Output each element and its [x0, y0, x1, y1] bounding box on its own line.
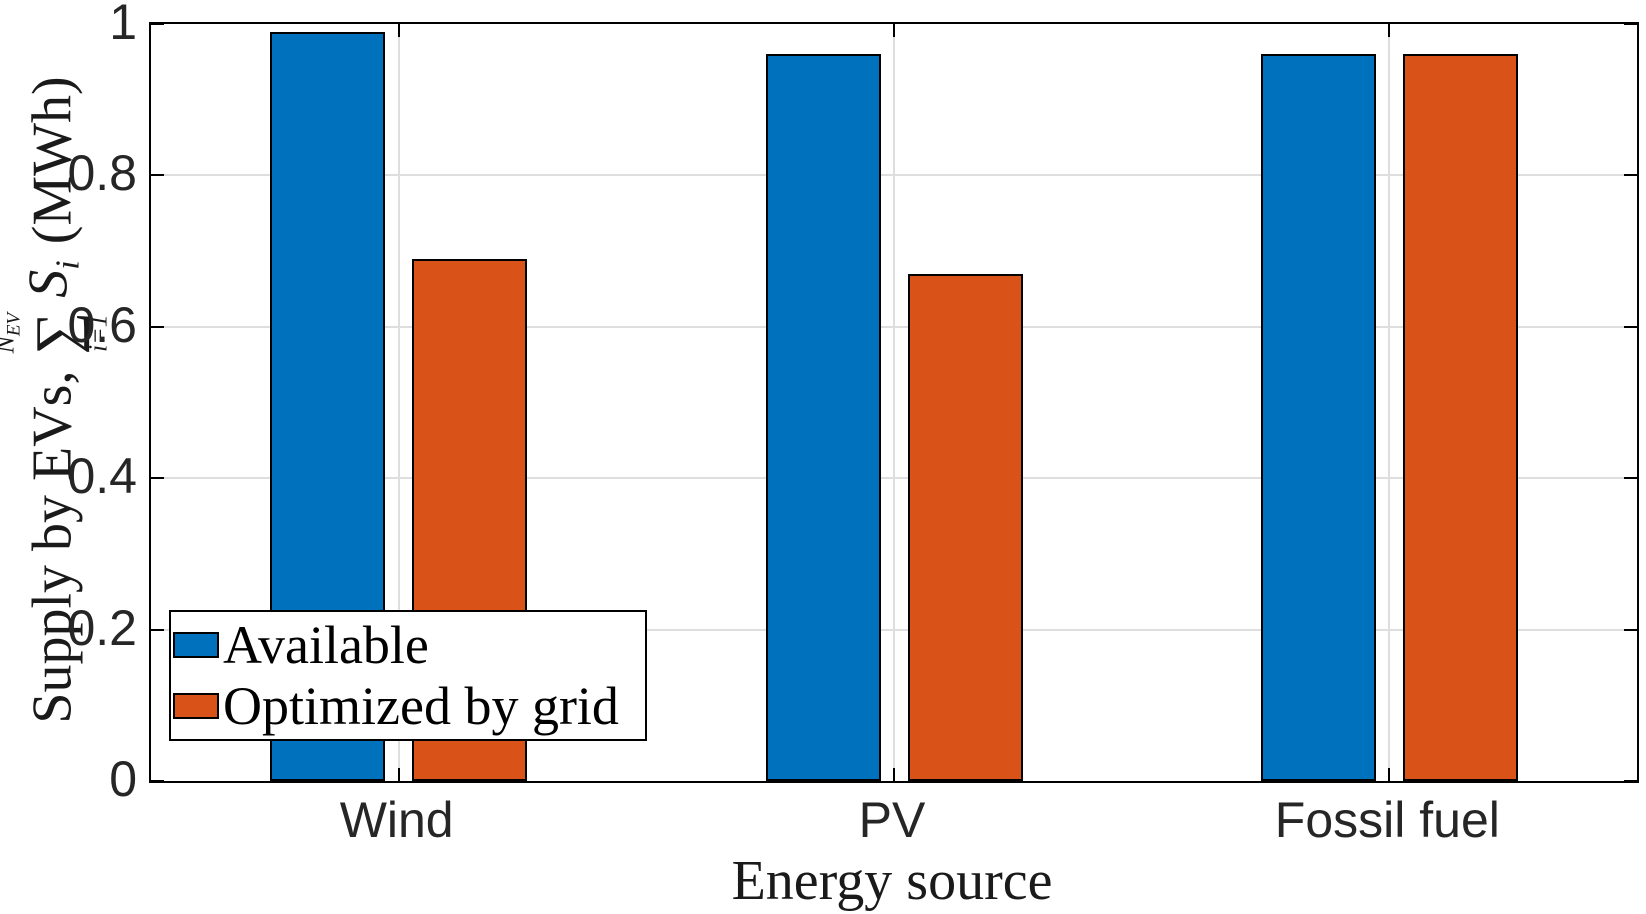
x-gridline-fossil-fuel — [1388, 24, 1391, 781]
bar-pv-available — [765, 54, 881, 781]
y-tick-mark — [1624, 628, 1637, 631]
series-symbol: Si — [17, 260, 87, 298]
x-gridline-wind — [397, 24, 400, 781]
y-tick-mark — [151, 23, 164, 25]
legend-swatch-available — [173, 631, 219, 658]
y-tick-mark — [151, 628, 164, 631]
x-tick-label-fossil-fuel: Fossil fuel — [1274, 792, 1500, 848]
legend: Available Optimized by grid — [169, 610, 647, 741]
y-tick-label: 0 — [109, 751, 137, 807]
y-tick-mark — [1624, 174, 1637, 177]
legend-swatch-optimized-by-grid — [173, 693, 219, 720]
bar-fossil-fuel-available — [1260, 54, 1376, 781]
x-tick-mark — [893, 24, 895, 37]
x-tick-label-wind: Wind — [339, 792, 454, 848]
y-axis-label-prefix: Supply by EVs, — [21, 370, 83, 724]
legend-label-available: Available — [223, 614, 429, 675]
legend-label-optimized-by-grid: Optimized by grid — [223, 676, 619, 737]
y-tick-label: 0.2 — [67, 599, 137, 656]
legend-item-optimized-by-grid: Optimized by grid — [173, 678, 645, 734]
x-tick-mark — [1388, 768, 1391, 781]
bar-fossil-fuel-optimized-by-grid — [1402, 54, 1518, 781]
x-tick-mark — [893, 768, 895, 781]
y-tick-mark — [151, 780, 164, 782]
y-tick-mark — [1624, 477, 1637, 480]
x-axis-label: Energy source — [731, 850, 1053, 912]
y-tick-label: 0.4 — [67, 448, 137, 505]
y-tick-mark — [151, 477, 164, 480]
y-tick-mark — [1624, 23, 1637, 25]
x-gridline-pv — [893, 24, 895, 781]
x-tick-mark — [397, 24, 400, 37]
y-tick-mark — [1624, 325, 1637, 328]
x-tick-mark — [1388, 24, 1391, 37]
y-tick-label: 1 — [109, 0, 137, 50]
x-tick-mark — [397, 768, 400, 781]
y-tick-label: 0.8 — [67, 145, 137, 202]
y-tick-label: 0.6 — [67, 296, 137, 353]
y-tick-mark — [151, 325, 164, 328]
y-tick-mark — [151, 174, 164, 177]
bar-pv-optimized-by-grid — [907, 273, 1023, 781]
legend-item-available: Available — [173, 617, 645, 673]
x-tick-label-pv: PV — [858, 792, 926, 848]
y-tick-mark — [1624, 780, 1637, 782]
